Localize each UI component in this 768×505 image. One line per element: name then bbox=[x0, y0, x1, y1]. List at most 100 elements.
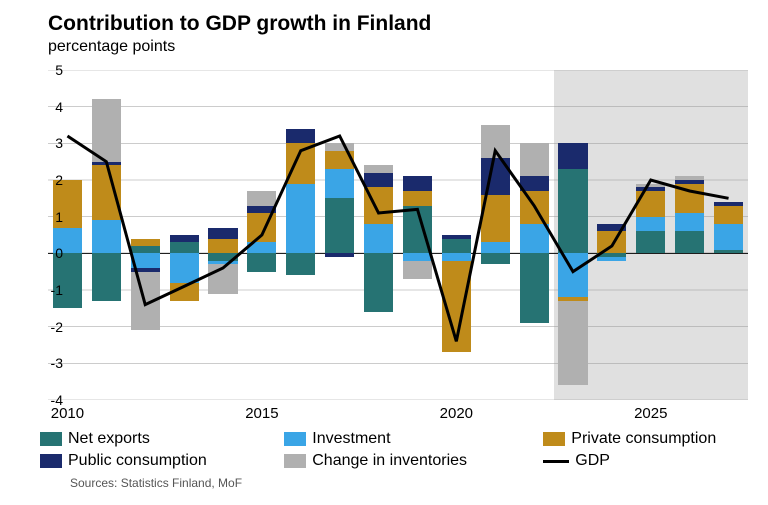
bar-segment-private-consumption bbox=[208, 239, 237, 254]
bar-segment-private-consumption bbox=[364, 187, 393, 224]
bar-segment-net-exports bbox=[403, 206, 432, 254]
x-tick-label: 2010 bbox=[51, 405, 84, 422]
bar-segment-net-exports bbox=[208, 253, 237, 260]
bar-segment-change-inventories bbox=[636, 184, 665, 188]
bar-group bbox=[53, 70, 82, 400]
legend-label: Public consumption bbox=[68, 450, 207, 472]
bar-segment-public-consumption bbox=[675, 180, 704, 184]
bar-segment-public-consumption bbox=[520, 176, 549, 191]
bar-segment-public-consumption bbox=[92, 162, 121, 166]
bar-segment-change-inventories bbox=[92, 99, 121, 161]
bar-segment-public-consumption bbox=[364, 173, 393, 188]
bar-group bbox=[131, 70, 160, 400]
bar-segment-public-consumption bbox=[208, 228, 237, 239]
bar-segment-investment bbox=[442, 253, 471, 260]
bar-segment-net-exports bbox=[520, 253, 549, 323]
bar-segment-public-consumption bbox=[714, 202, 743, 206]
bar-segment-change-inventories bbox=[403, 261, 432, 279]
legend-label: Investment bbox=[312, 428, 390, 450]
bar-segment-public-consumption bbox=[325, 253, 354, 257]
x-tick-label: 2015 bbox=[245, 405, 278, 422]
x-tick-label: 2020 bbox=[440, 405, 473, 422]
bar-segment-private-consumption bbox=[481, 195, 510, 243]
bar-segment-private-consumption bbox=[325, 151, 354, 169]
bar-group bbox=[520, 70, 549, 400]
bar-segment-public-consumption bbox=[481, 158, 510, 195]
bar-segment-net-exports bbox=[131, 246, 160, 253]
bar-segment-public-consumption bbox=[403, 176, 432, 191]
bar-segment-change-inventories bbox=[520, 143, 549, 176]
bar-segment-public-consumption bbox=[170, 235, 199, 242]
bar-layer bbox=[48, 70, 748, 400]
bar-segment-investment bbox=[714, 224, 743, 250]
bar-segment-net-exports bbox=[325, 198, 354, 253]
bar-group bbox=[208, 70, 237, 400]
bar-segment-change-inventories bbox=[208, 264, 237, 293]
bar-segment-net-exports bbox=[286, 253, 315, 275]
bar-segment-change-inventories bbox=[131, 272, 160, 331]
y-tick-label: 2 bbox=[33, 172, 63, 188]
bar-segment-net-exports bbox=[558, 169, 587, 253]
bar-segment-change-inventories bbox=[558, 301, 587, 385]
bar-segment-private-consumption bbox=[403, 191, 432, 206]
bar-segment-public-consumption bbox=[442, 235, 471, 239]
bar-segment-investment bbox=[675, 213, 704, 231]
bar-group bbox=[170, 70, 199, 400]
sources-note: Sources: Statistics Finland, MoF bbox=[70, 476, 242, 490]
bar-segment-change-inventories bbox=[481, 125, 510, 158]
bar-segment-net-exports bbox=[170, 242, 199, 253]
bar-segment-investment bbox=[364, 224, 393, 253]
bar-segment-investment bbox=[92, 220, 121, 253]
bar-segment-public-consumption bbox=[247, 206, 276, 213]
legend-item-public-consumption: Public consumption bbox=[40, 450, 276, 472]
bar-segment-investment bbox=[481, 242, 510, 253]
bar-group bbox=[364, 70, 393, 400]
bar-group bbox=[675, 70, 704, 400]
bar-segment-private-consumption bbox=[286, 143, 315, 183]
legend-item-net-exports: Net exports bbox=[40, 428, 276, 450]
bar-segment-investment bbox=[597, 257, 626, 261]
legend-row: Net exports Investment Private consumption bbox=[40, 428, 750, 450]
bar-segment-investment bbox=[558, 253, 587, 297]
plot-area bbox=[48, 70, 748, 400]
gdp-contribution-chart: Contribution to GDP growth in Finland pe… bbox=[0, 0, 768, 505]
bar-segment-private-consumption bbox=[247, 213, 276, 242]
bar-segment-investment bbox=[247, 242, 276, 253]
legend-label: Net exports bbox=[68, 428, 150, 450]
bar-group bbox=[442, 70, 471, 400]
bar-group bbox=[247, 70, 276, 400]
bar-group bbox=[636, 70, 665, 400]
bar-segment-public-consumption bbox=[286, 129, 315, 144]
bar-segment-investment bbox=[286, 184, 315, 254]
bar-segment-investment bbox=[636, 217, 665, 232]
bar-segment-private-consumption bbox=[636, 191, 665, 217]
legend-swatch bbox=[40, 454, 62, 468]
bar-group bbox=[597, 70, 626, 400]
bar-segment-investment bbox=[403, 253, 432, 260]
y-tick-label: -2 bbox=[33, 319, 63, 335]
legend-swatch bbox=[40, 432, 62, 446]
bar-segment-public-consumption bbox=[636, 187, 665, 191]
bar-segment-change-inventories bbox=[247, 191, 276, 206]
bar-segment-private-consumption bbox=[131, 239, 160, 246]
bar-group bbox=[286, 70, 315, 400]
legend-label: Change in inventories bbox=[312, 450, 467, 472]
bar-segment-private-consumption bbox=[675, 184, 704, 213]
bar-segment-net-exports bbox=[442, 239, 471, 254]
legend-label: Private consumption bbox=[571, 428, 716, 450]
y-tick-label: -3 bbox=[33, 355, 63, 371]
y-tick-label: 1 bbox=[33, 209, 63, 225]
chart-title: Contribution to GDP growth in Finland bbox=[48, 12, 431, 36]
bar-segment-change-inventories bbox=[364, 165, 393, 172]
bar-segment-net-exports bbox=[481, 253, 510, 264]
legend-item-change-inventories: Change in inventories bbox=[284, 450, 535, 472]
bar-group bbox=[325, 70, 354, 400]
y-tick-label: 5 bbox=[33, 62, 63, 78]
bar-segment-private-consumption bbox=[714, 206, 743, 224]
y-tick-label: 0 bbox=[33, 245, 63, 261]
bar-group bbox=[714, 70, 743, 400]
x-tick-label: 2025 bbox=[634, 405, 667, 422]
bar-segment-net-exports bbox=[675, 231, 704, 253]
bar-segment-net-exports bbox=[636, 231, 665, 253]
legend-row: Public consumptionChange in inventoriesG… bbox=[40, 450, 750, 472]
